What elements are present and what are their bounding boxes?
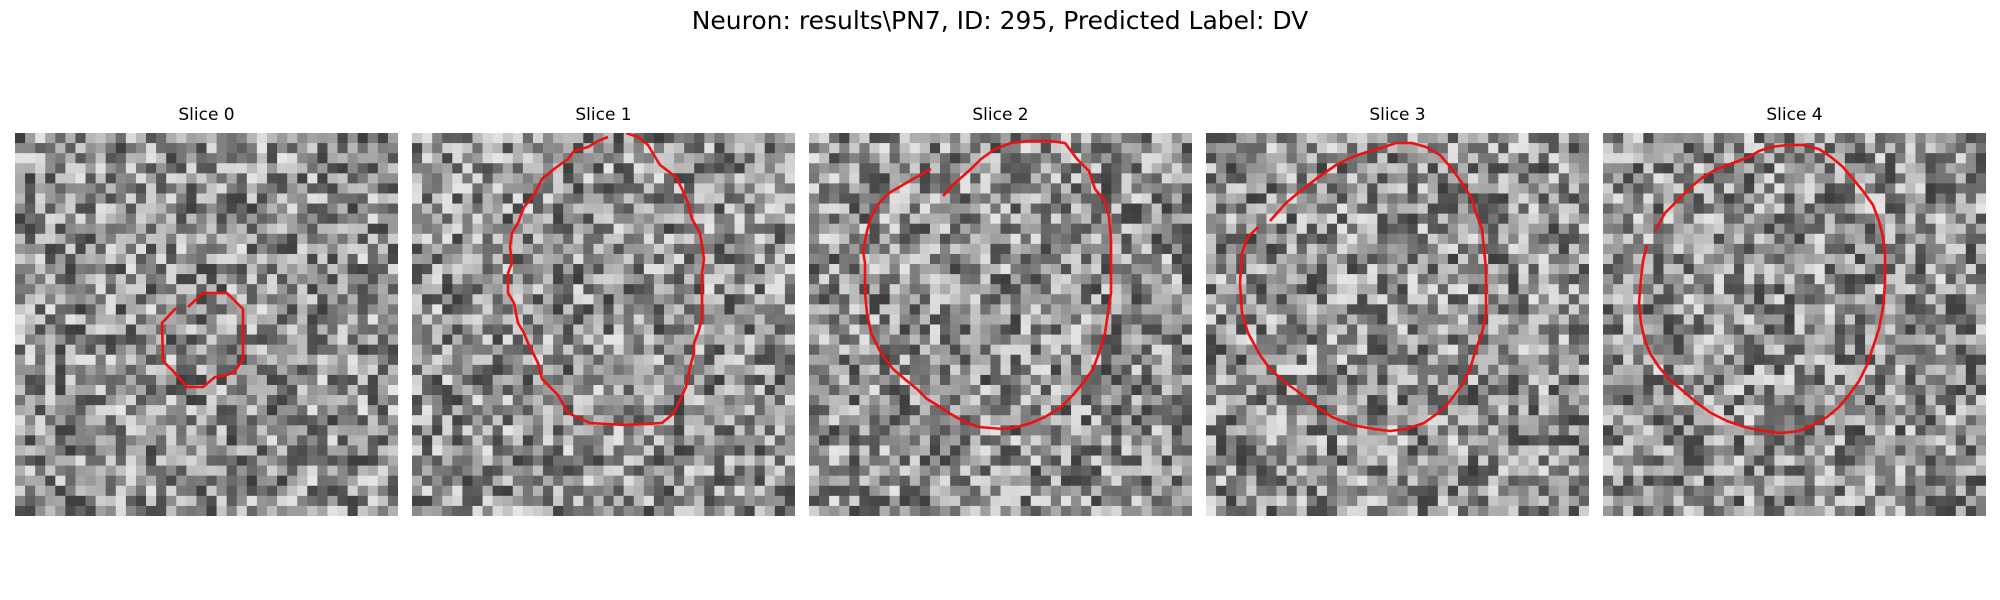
pixel-texture <box>15 133 398 516</box>
slice-image <box>15 133 398 516</box>
figure-title: Neuron: results\PN7, ID: 295, Predicted … <box>691 6 1309 35</box>
pixel-texture <box>412 133 795 516</box>
slice-image <box>809 133 1192 516</box>
slice-title: Slice 4 <box>1766 105 1823 125</box>
segmentation-contour <box>160 291 245 389</box>
slice-title: Slice 2 <box>972 105 1029 125</box>
pixel-texture <box>1603 133 1986 516</box>
segmentation-contour <box>861 139 1113 431</box>
slice-image <box>1603 133 1986 516</box>
slice-title: Slice 1 <box>575 105 632 125</box>
slice-title: Slice 3 <box>1369 105 1426 125</box>
segmentation-contour <box>1238 141 1488 433</box>
segmentation-contour <box>1637 143 1887 435</box>
slice-title: Slice 0 <box>178 105 235 125</box>
slice-image <box>1206 133 1589 516</box>
segmentation-contour <box>506 133 706 427</box>
slice-image <box>412 133 795 516</box>
pixel-texture <box>809 133 1192 516</box>
pixel-texture <box>1206 133 1589 516</box>
